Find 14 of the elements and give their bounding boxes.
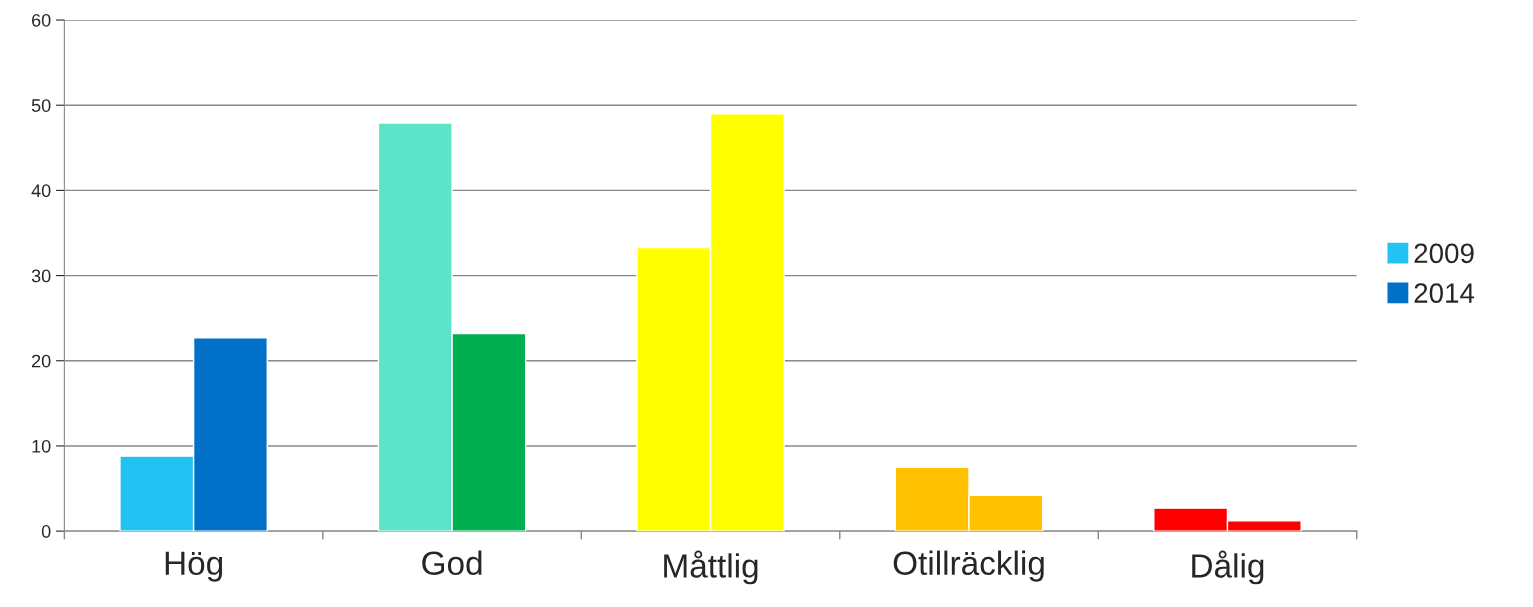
y-tick-label: 60 xyxy=(32,13,51,27)
y-tick-label: 20 xyxy=(32,354,51,368)
y-tick-label: 0 xyxy=(41,525,51,538)
y-tick-label: 30 xyxy=(31,269,51,283)
x-tick-label: Hög xyxy=(165,551,223,582)
legend-label: 2009 xyxy=(1414,243,1474,264)
y-tick-label: 40 xyxy=(31,184,51,198)
y-tick-label: 10 xyxy=(32,439,51,453)
x-tick-label: Måttlig xyxy=(664,550,758,585)
y-tick-label: 50 xyxy=(31,99,51,112)
x-tick-label: Dålig xyxy=(1192,550,1264,585)
x-tick-label: Otillräcklig xyxy=(893,550,1044,582)
legend-label: 2014 xyxy=(1414,283,1475,303)
x-tick-label: God xyxy=(422,550,482,576)
